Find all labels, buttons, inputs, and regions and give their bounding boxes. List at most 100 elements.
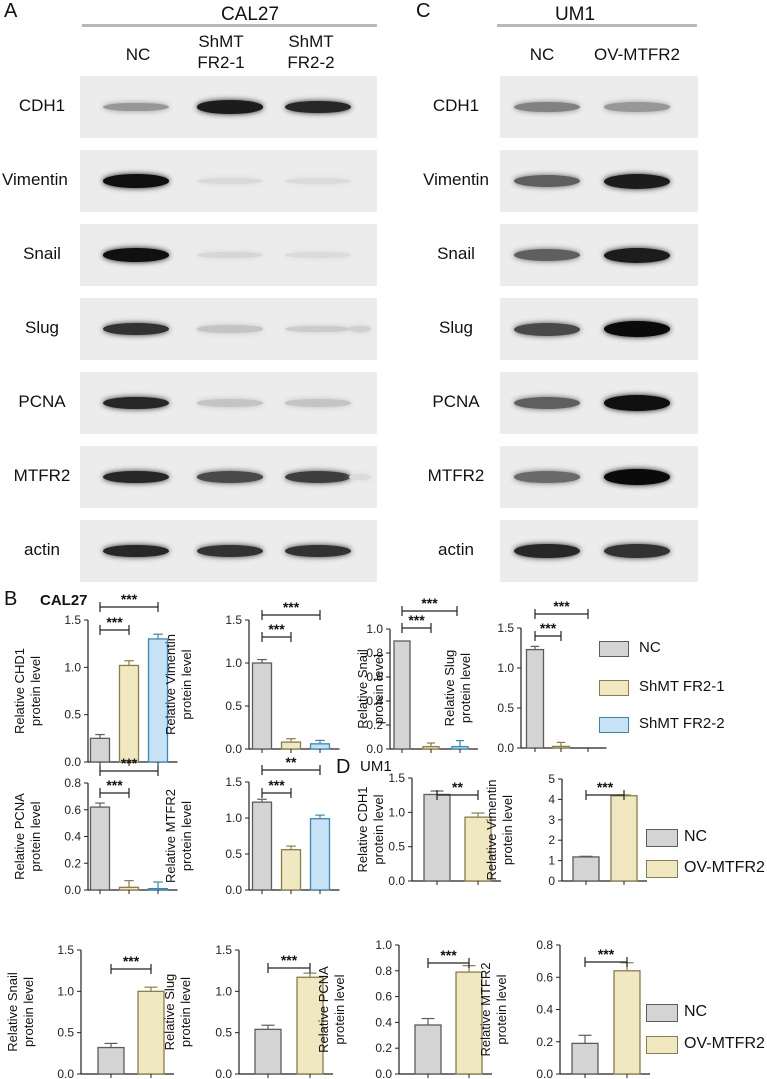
y-axis-label: Relative CDH1 (355, 787, 370, 873)
legend-label-sh2: ShMT FR2-2 (639, 715, 725, 732)
y-tick-label: 1.0 (388, 805, 405, 819)
y-axis-label: Relative PCNA (316, 966, 331, 1053)
blot-band (514, 175, 580, 187)
blot-band (514, 397, 580, 409)
y-tick-label: 0.0 (388, 874, 405, 888)
bar (309, 743, 331, 750)
y-tick-label: 0.4 (536, 1003, 553, 1017)
y-tick-label: 0.0 (497, 741, 514, 755)
bar (97, 1046, 125, 1075)
bar (451, 745, 469, 750)
y-tick-label: 0.2 (366, 718, 383, 732)
bar (464, 816, 492, 882)
cal27-marker-label: PCNA (18, 392, 66, 411)
cal27-marker-label: Slug (24, 318, 60, 337)
blot-band (604, 395, 670, 411)
blot-band (285, 100, 351, 114)
y-axis-label: Relative Vimentin (484, 780, 499, 881)
y-tick-label: 1.5 (225, 775, 242, 789)
y-tick-label: 0.6 (375, 990, 392, 1004)
um1-blot-actin (500, 520, 698, 582)
blot-band (285, 399, 351, 407)
y-tick-label: 0.4 (64, 830, 81, 844)
legend-swatch-sh2 (599, 717, 629, 733)
blot-band (103, 470, 169, 484)
y-tick-label: 0.6 (64, 803, 81, 817)
panel-label-d: D (336, 756, 351, 778)
sig-stars: *** (421, 595, 438, 611)
y-tick-label: 0.8 (536, 938, 553, 952)
bar (251, 662, 273, 750)
bar (525, 648, 545, 749)
y-axis-label: protein level (371, 654, 386, 724)
sig-stars: *** (121, 591, 138, 607)
y-tick-label: 1.5 (64, 613, 81, 627)
um1-marker-label: PCNA (432, 392, 480, 411)
bar (89, 737, 111, 763)
y-axis-label: protein level (179, 649, 194, 719)
y-axis-label: protein level (332, 974, 347, 1044)
y-axis-label: Relative Snail (355, 649, 370, 729)
y-tick-label: 1.5 (497, 621, 514, 635)
y-tick-label: 0.5 (64, 708, 81, 722)
y-tick-label: 1.0 (497, 661, 514, 675)
y-tick-label: 1.5 (57, 943, 74, 957)
blot-band (604, 469, 670, 485)
sig-stars: ** (452, 779, 463, 795)
legend-swatch-ov-e (646, 1036, 678, 1054)
y-tick-label: 0.8 (64, 776, 81, 790)
blot-band (197, 471, 263, 483)
y-tick-label: 0.5 (225, 847, 242, 861)
blot-band (604, 102, 670, 112)
y-tick-label: 0.2 (375, 1041, 392, 1055)
y-tick-label: 0.0 (375, 1067, 392, 1079)
y-tick-label: 0.5 (497, 701, 514, 715)
blot-band (197, 544, 263, 558)
blot-band (349, 325, 371, 333)
sig-stars: ** (286, 754, 297, 770)
bar (572, 856, 600, 882)
panel-label-a: A (4, 0, 18, 22)
sig-stars: *** (408, 612, 425, 628)
um1-lane-nc: NC (529, 45, 555, 64)
y-axis-label: protein level (21, 977, 36, 1047)
y-tick-label: 1 (548, 854, 555, 868)
blot-band (604, 173, 670, 189)
blot-band (197, 251, 263, 259)
y-tick-label: 0.0 (64, 883, 81, 897)
y-tick-label: 0.0 (225, 883, 242, 897)
y-tick-label: 0.5 (57, 1026, 74, 1040)
y-tick-label: 1.5 (388, 771, 405, 785)
blot-band (197, 100, 263, 114)
legend-label-ov-d: OV-MTFR2 (684, 859, 765, 876)
y-tick-label: 0.5 (388, 840, 405, 854)
y-tick-label: 0.4 (366, 694, 383, 708)
legend-swatch-nc-d (646, 829, 678, 847)
y-axis-label: protein level (371, 794, 386, 864)
um1-marker-label: Slug (438, 318, 474, 337)
blot-band (103, 174, 169, 188)
bar (118, 886, 140, 891)
y-tick-label: 0.2 (64, 856, 81, 870)
blot-band (103, 322, 169, 336)
y-tick-label: 1.0 (215, 984, 232, 998)
y-tick-label: 1.0 (225, 656, 242, 670)
y-tick-label: 0.0 (536, 1067, 553, 1079)
sig-stars: *** (553, 598, 570, 614)
blot-band (514, 471, 580, 483)
um1-blot-cdh1 (500, 76, 698, 138)
bar (610, 795, 638, 882)
sig-stars: *** (121, 755, 138, 771)
sig-stars: *** (281, 952, 298, 968)
sig-stars: *** (123, 953, 140, 969)
sig-stars: *** (268, 777, 285, 793)
blot-band (285, 544, 351, 558)
blot-band (604, 247, 670, 263)
y-axis-label: Relative Vimentin (163, 634, 178, 735)
y-tick-label: 0.8 (366, 646, 383, 660)
y-tick-label: 0.5 (215, 1026, 232, 1040)
legend-swatch-nc-e (646, 1004, 678, 1022)
cal27-blot-snail (80, 224, 377, 286)
y-tick-label: 1.0 (57, 984, 74, 998)
um1-title: UM1 (554, 4, 596, 25)
